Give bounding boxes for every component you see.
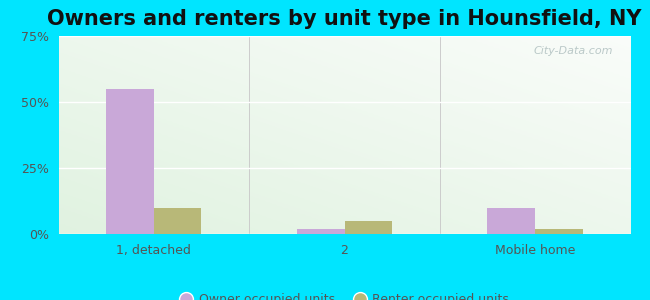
Bar (535, 229, 583, 234)
Bar (344, 221, 392, 234)
Bar (106, 89, 154, 234)
Bar (154, 208, 202, 234)
Legend: Owner occupied units, Renter occupied units: Owner occupied units, Renter occupied un… (175, 288, 514, 300)
Title: Owners and renters by unit type in Hounsfield, NY: Owners and renters by unit type in Houns… (47, 9, 642, 29)
Bar (488, 208, 535, 234)
Text: City-Data.com: City-Data.com (534, 46, 614, 56)
Bar (297, 229, 344, 234)
